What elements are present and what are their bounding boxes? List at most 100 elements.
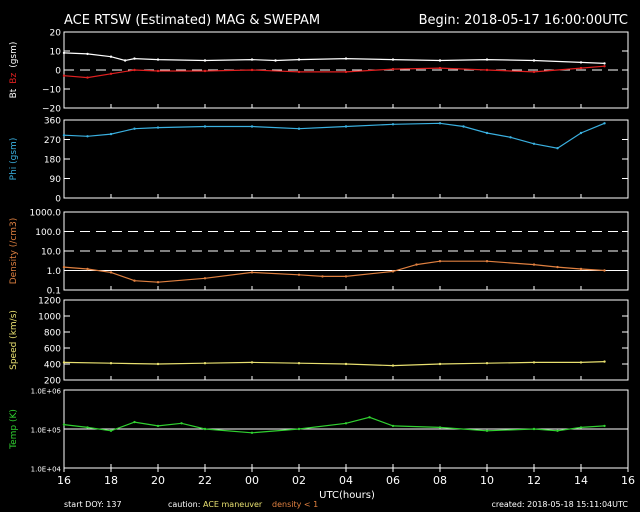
series-point-density-7 [297, 273, 301, 276]
series-point-density-16 [579, 267, 583, 271]
series-point-density-4 [156, 281, 160, 284]
xaxis-tick-label-8: 08 [433, 474, 447, 487]
series-point-bz-6 [250, 68, 254, 72]
ytick-label-phi-3: 270 [44, 136, 61, 146]
series-point-phi-16 [579, 131, 583, 135]
y-axis-label-speed: Speed (km/s) [9, 310, 19, 370]
ytick-label-mag-4: 20 [50, 29, 62, 39]
series-point-bt-13 [485, 58, 489, 61]
series-point-bt-14 [532, 59, 536, 62]
x-axis-label: UTC(hours) [319, 490, 375, 501]
series-point-bz-8 [344, 70, 348, 74]
series-point-temp-5 [180, 422, 183, 425]
xaxis-tick-label-1: 18 [104, 474, 118, 487]
y-axis-label-part-density-0: Density (/cm3) [9, 218, 19, 285]
panels: −20 −10 0 10 20 Bt Bz (gsm) 0 90 180 270 360 Phi (gsm… [9, 29, 629, 474]
series-point-temp-15 [556, 429, 559, 432]
series-point-bt-11 [391, 58, 395, 61]
series-point-speed-12 [603, 360, 606, 363]
series-point-speed-1 [109, 362, 113, 365]
ytick-label-density-2: 10.0 [41, 248, 61, 258]
series-line-speed [63, 361, 605, 367]
series-point-bt-0 [62, 51, 66, 55]
panel-speed: 200 400 600 800 1000 1200 Speed (km/s) [9, 297, 629, 387]
series-point-speed-3 [203, 362, 207, 365]
series-point-bt-6 [203, 59, 207, 62]
y-axis-label-part-speed-0: Speed (km/s) [9, 310, 19, 370]
series-line-density [63, 260, 605, 283]
series-point-speed-7 [391, 364, 395, 367]
y-axis-label-mag: Bt Bz (gsm) [9, 42, 19, 99]
series-point-bt-3 [123, 59, 127, 62]
series-point-speed-10 [532, 361, 536, 364]
series-line-temp [63, 416, 605, 434]
panel-phi: 0 90 180 270 360 Phi (gsm) [9, 117, 629, 205]
series-point-density-2 [109, 271, 113, 274]
series-point-temp-6 [203, 427, 207, 431]
series-point-speed-0 [62, 361, 66, 364]
series-point-bz-4 [156, 69, 160, 73]
series-point-density-13 [485, 260, 489, 263]
start-doy: start DOY: 137 [64, 500, 122, 509]
series-point-temp-17 [603, 424, 606, 428]
series-point-bz-3 [133, 68, 136, 72]
series-point-bz-13 [579, 66, 583, 70]
panel-density: 0.1 1.0 10.0 100.0 1000.0 Density (/cm3) [9, 209, 629, 297]
series-point-phi-12 [485, 131, 489, 135]
ytick-label-density-1: 1.0 [47, 267, 62, 277]
caution-label: caution: [168, 500, 200, 509]
series-point-phi-1 [86, 135, 89, 138]
series-point-density-5 [203, 277, 207, 280]
series-point-phi-0 [62, 134, 66, 137]
series-point-bz-14 [603, 65, 606, 68]
y-axis-label-part-mag-0: Bt [9, 88, 19, 98]
series-point-phi-2 [109, 132, 113, 136]
series-line-bz [63, 65, 605, 79]
series-point-density-9 [344, 275, 348, 278]
series-point-bz-10 [438, 66, 442, 70]
xaxis-tick-label-0: 16 [57, 474, 71, 487]
series-point-density-8 [321, 275, 324, 278]
series-point-density-11 [415, 263, 418, 266]
density-note: density < 1 [272, 500, 318, 509]
ytick-label-temp-2: 1.0E+06 [31, 388, 62, 396]
ytick-label-speed-4: 1000 [38, 313, 61, 323]
ytick-label-temp-1: 1.0E+05 [31, 427, 61, 435]
ytick-label-density-4: 1000.0 [30, 209, 62, 219]
y-axis-label-phi: Phi (gsm) [9, 138, 19, 181]
series-point-density-1 [86, 267, 89, 271]
series-point-phi-9 [391, 123, 395, 126]
series-point-temp-4 [156, 424, 160, 428]
ytick-label-mag-3: 10 [50, 48, 62, 58]
ytick-label-density-3: 100.0 [35, 228, 61, 238]
maneuver-note: ACE maneuver [203, 500, 263, 509]
xaxis-tick-label-2: 20 [151, 474, 165, 487]
begin-time: Begin: 2018-05-17 16:00:00UTC [419, 13, 628, 28]
xaxis-tick-label-7: 06 [386, 474, 400, 487]
series-point-temp-8 [297, 427, 301, 431]
series-point-temp-16 [579, 426, 583, 429]
series-point-phi-10 [438, 122, 442, 125]
series-point-phi-17 [603, 122, 606, 125]
series-point-temp-0 [62, 423, 66, 426]
ytick-label-mag-0: −20 [42, 105, 61, 115]
series-point-phi-3 [133, 127, 136, 130]
series-point-temp-9 [344, 422, 348, 425]
series-point-temp-10 [368, 416, 371, 419]
series-point-bz-0 [62, 74, 66, 77]
series-point-bt-8 [274, 59, 277, 62]
series-point-density-10 [391, 270, 395, 273]
ytick-label-temp-0: 1.0E+04 [31, 466, 62, 474]
series-point-bt-5 [156, 58, 160, 61]
series-line-bt [63, 52, 605, 64]
series-point-phi-6 [250, 125, 254, 128]
series-point-bz-5 [203, 69, 207, 73]
series-point-phi-13 [509, 136, 512, 139]
y-axis-label-part-temp-0: Temp (K) [9, 409, 19, 450]
series-point-bt-12 [438, 59, 442, 62]
series-point-bz-12 [532, 70, 536, 74]
series-point-temp-1 [86, 426, 89, 429]
chart-title: ACE RTSW (Estimated) MAG & SWEPAM [64, 13, 320, 28]
ytick-label-density-0: 0.1 [47, 287, 61, 297]
